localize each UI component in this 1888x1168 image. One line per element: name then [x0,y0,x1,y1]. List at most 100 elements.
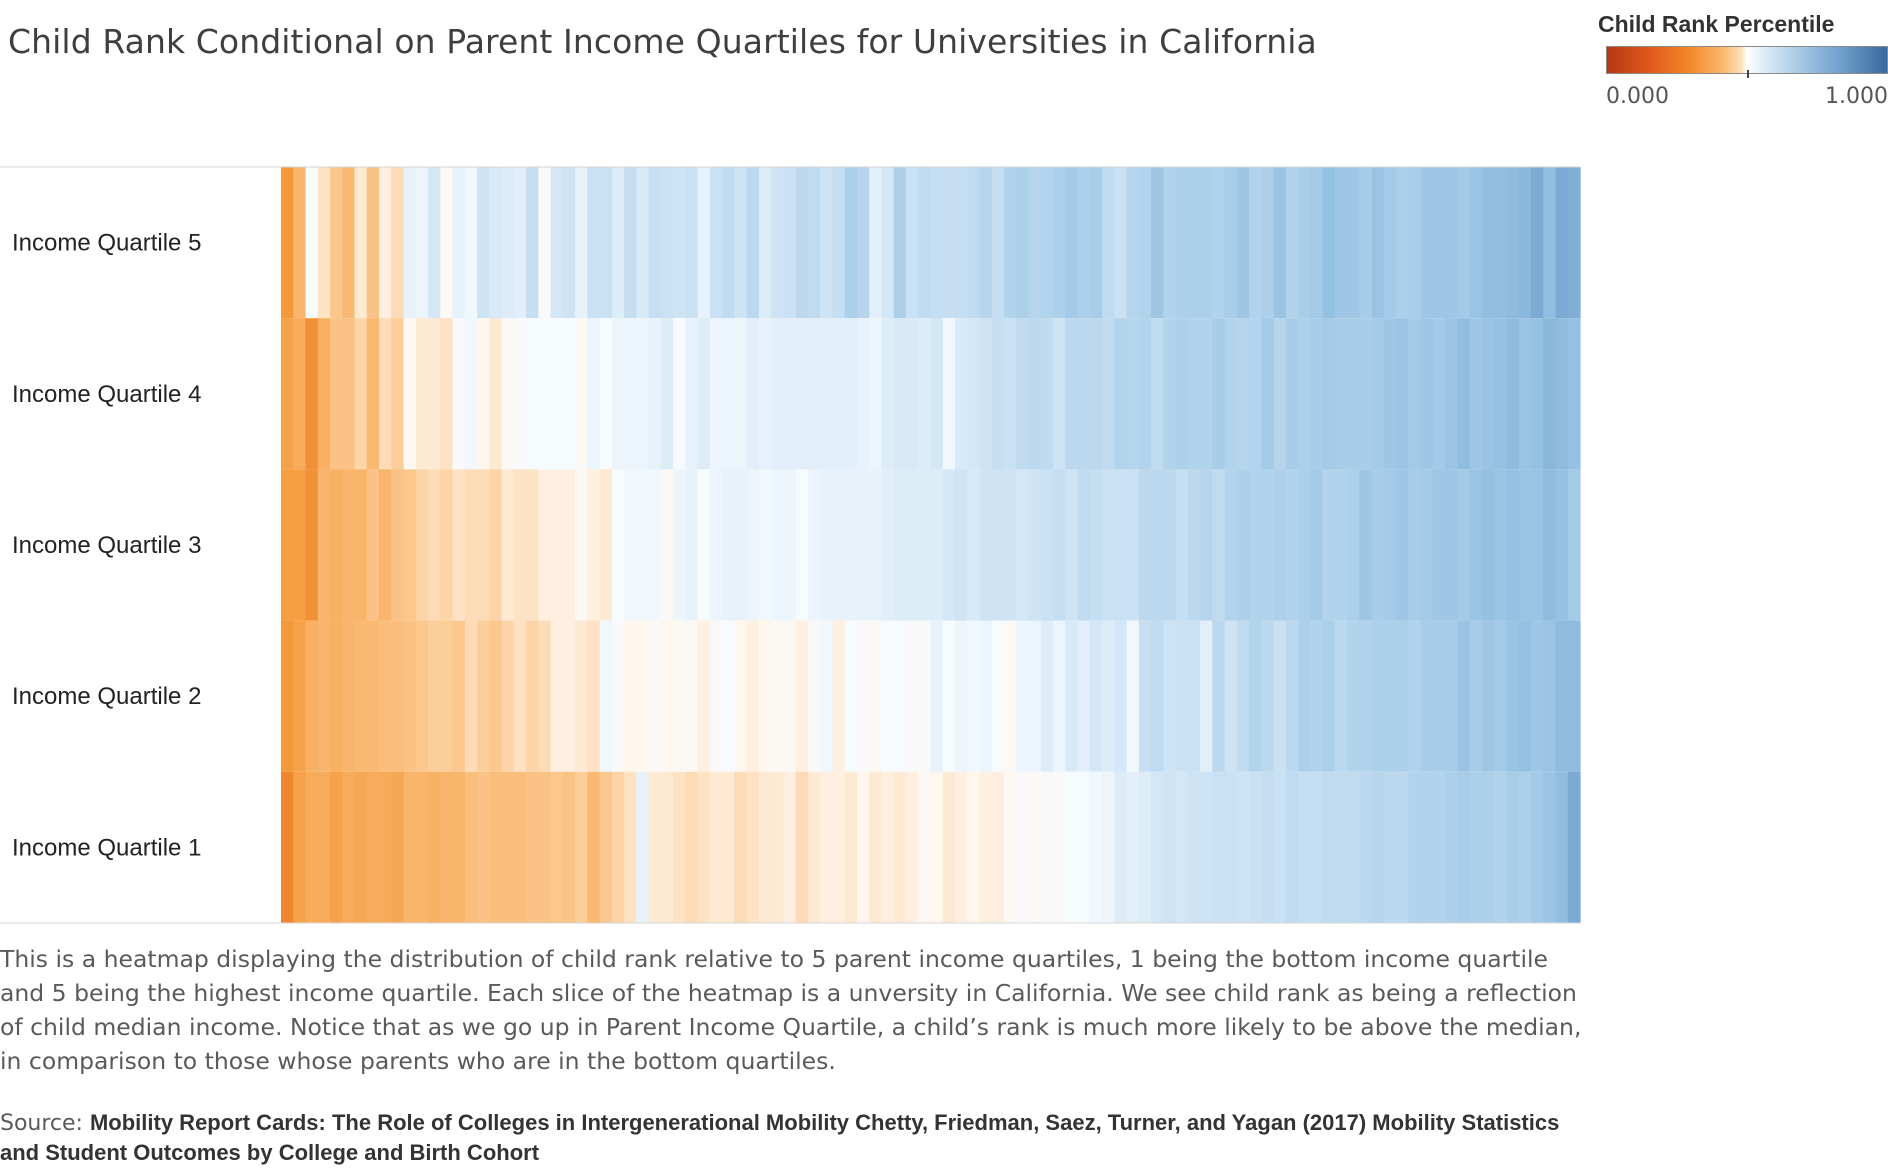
heatmap-cell[interactable] [918,318,932,470]
heatmap-cell[interactable] [1506,318,1520,470]
heatmap-cell[interactable] [550,620,564,772]
heatmap-cell[interactable] [648,620,662,772]
heatmap-cell[interactable] [1530,469,1544,621]
heatmap-cell[interactable] [379,167,392,319]
heatmap-cell[interactable] [1371,318,1385,470]
heatmap-cell[interactable] [1077,167,1091,319]
heatmap-cell[interactable] [342,620,356,772]
heatmap-cell[interactable] [648,167,662,319]
heatmap-cell[interactable] [1114,620,1128,772]
heatmap-cell[interactable] [1334,620,1348,772]
heatmap-cell[interactable] [1200,167,1213,319]
heatmap-cell[interactable] [807,167,821,319]
heatmap-cell[interactable] [1371,620,1385,772]
heatmap-cell[interactable] [1432,318,1446,470]
heatmap-cell[interactable] [440,771,454,923]
heatmap-cell[interactable] [942,620,956,772]
heatmap-cell[interactable] [415,469,429,621]
heatmap-cell[interactable] [1420,469,1434,621]
heatmap-cell[interactable] [1212,167,1226,319]
heatmap-cell[interactable] [1457,167,1471,319]
heatmap-cell[interactable] [366,469,380,621]
heatmap-cell[interactable] [820,469,834,621]
heatmap-cell[interactable] [685,469,699,621]
heatmap-cell[interactable] [734,469,748,621]
heatmap-cell[interactable] [991,771,1005,923]
heatmap-cell[interactable] [587,318,601,470]
heatmap-cell[interactable] [918,167,932,319]
heatmap-cell[interactable] [1114,167,1128,319]
heatmap-cell[interactable] [832,771,846,923]
heatmap-cell[interactable] [1089,771,1103,923]
heatmap-cell[interactable] [1420,318,1434,470]
heatmap-cell[interactable] [379,620,392,772]
heatmap-cell[interactable] [1322,469,1336,621]
heatmap-cell[interactable] [820,620,834,772]
heatmap-cell[interactable] [758,620,772,772]
heatmap-cell[interactable] [1518,318,1532,470]
heatmap-cell[interactable] [820,318,834,470]
heatmap-cell[interactable] [1163,469,1177,621]
heatmap-cell[interactable] [501,620,515,772]
heatmap-cell[interactable] [1481,771,1495,923]
heatmap-cell[interactable] [1126,771,1140,923]
heatmap-cell[interactable] [317,469,331,621]
heatmap-cell[interactable] [979,318,993,470]
heatmap-cell[interactable] [1077,620,1091,772]
heatmap-cell[interactable] [1212,771,1226,923]
heatmap-cell[interactable] [587,620,601,772]
heatmap-cell[interactable] [1567,469,1581,621]
heatmap-cell[interactable] [1347,167,1361,319]
heatmap-cell[interactable] [1151,620,1164,772]
heatmap-cell[interactable] [1236,771,1250,923]
heatmap-cell[interactable] [697,771,711,923]
heatmap-cell[interactable] [832,620,846,772]
heatmap-cell[interactable] [660,771,674,923]
heatmap-cell[interactable] [967,167,981,319]
heatmap-cell[interactable] [1138,469,1152,621]
heatmap-cell[interactable] [844,167,858,319]
heatmap-cell[interactable] [330,469,343,621]
heatmap-cell[interactable] [1481,620,1495,772]
heatmap-cell[interactable] [1016,469,1030,621]
heatmap-cell[interactable] [734,318,748,470]
heatmap-cell[interactable] [1310,318,1324,470]
heatmap-cell[interactable] [709,469,723,621]
heatmap-cell[interactable] [758,318,772,470]
heatmap-cell[interactable] [452,771,466,923]
heatmap-cell[interactable] [942,318,956,470]
heatmap-cell[interactable] [1089,167,1103,319]
heatmap-cell[interactable] [869,469,883,621]
heatmap-cell[interactable] [1212,620,1226,772]
heatmap-cell[interactable] [624,469,637,621]
heatmap-cell[interactable] [1432,469,1446,621]
heatmap-cell[interactable] [1040,318,1054,470]
heatmap-cell[interactable] [1396,167,1410,319]
heatmap-cell[interactable] [1420,620,1434,772]
heatmap-cell[interactable] [562,620,576,772]
heatmap-cell[interactable] [1187,771,1201,923]
heatmap-cell[interactable] [1151,167,1164,319]
heatmap-cell[interactable] [305,771,319,923]
heatmap-cell[interactable] [1077,318,1091,470]
heatmap-cell[interactable] [317,167,331,319]
heatmap-cell[interactable] [403,318,417,470]
heatmap-cell[interactable] [1567,620,1581,772]
heatmap-cell[interactable] [1469,167,1483,319]
heatmap-cell[interactable] [538,318,552,470]
heatmap-cell[interactable] [1506,771,1520,923]
heatmap-cell[interactable] [379,771,392,923]
heatmap-cell[interactable] [513,318,527,470]
heatmap-cell[interactable] [562,167,576,319]
heatmap-cell[interactable] [1102,167,1115,319]
heatmap-cell[interactable] [440,167,454,319]
heatmap-cell[interactable] [587,469,601,621]
heatmap-cell[interactable] [1298,620,1311,772]
heatmap-cell[interactable] [293,620,307,772]
heatmap-cell[interactable] [856,318,870,470]
heatmap-cell[interactable] [758,469,772,621]
heatmap-cell[interactable] [660,167,674,319]
heatmap-cell[interactable] [1163,167,1177,319]
heatmap-cell[interactable] [636,469,650,621]
heatmap-cell[interactable] [513,771,527,923]
